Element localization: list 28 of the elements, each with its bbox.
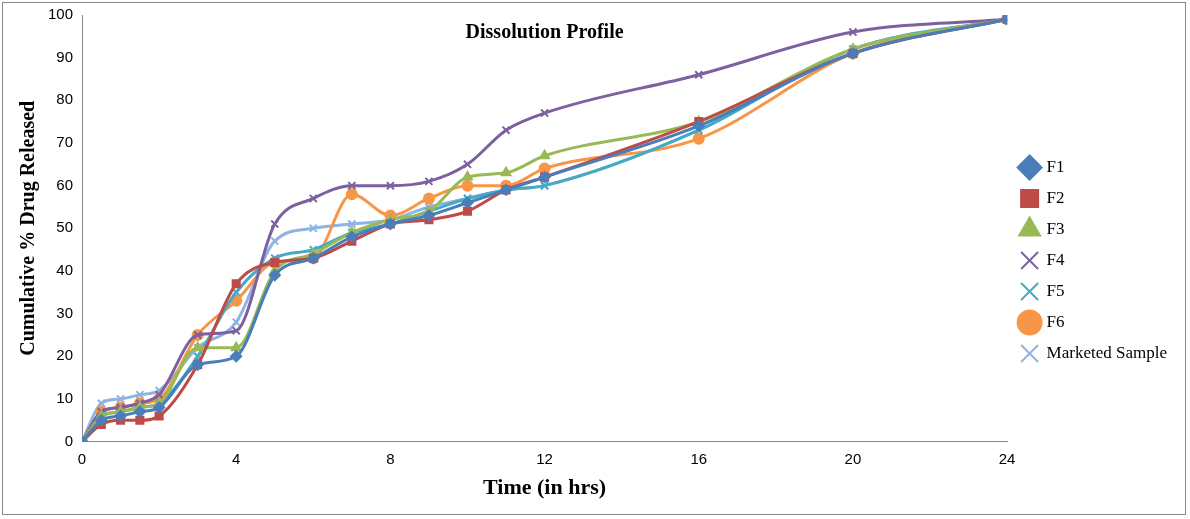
legend-label: F5 <box>1046 280 1065 300</box>
legend-label: F3 <box>1046 218 1065 238</box>
y-tick-label: 70 <box>56 133 74 151</box>
y-tick-label: 100 <box>48 5 74 23</box>
y-tick-label: 50 <box>56 218 74 236</box>
legend-label: F2 <box>1046 187 1065 207</box>
y-axis-title: Cumulative % Drug Released <box>16 100 40 356</box>
legend-label: Marketed Sample <box>1046 342 1168 362</box>
x-tick-label: 20 <box>844 449 862 467</box>
y-tick-label: 80 <box>56 90 74 108</box>
x-axis-title: Time (in hrs) <box>483 474 607 500</box>
legend-label: F6 <box>1046 311 1065 331</box>
y-tick-label: 40 <box>56 261 74 279</box>
x-tick-label: 24 <box>998 449 1016 467</box>
y-tick-label: 60 <box>56 175 74 193</box>
x-tick-label: 0 <box>77 449 87 467</box>
x-tick-label: 8 <box>386 449 395 467</box>
x-tick-label: 4 <box>232 449 241 467</box>
x-tick-label: 12 <box>536 449 553 467</box>
y-tick-label: 10 <box>56 389 74 407</box>
y-tick-label: 90 <box>56 47 74 65</box>
y-tick-label: 20 <box>56 346 74 364</box>
y-tick-label: 30 <box>56 303 74 321</box>
chart-title: Dissolution Profile <box>465 20 624 43</box>
legend-label: F1 <box>1046 156 1065 176</box>
y-tick-label: 0 <box>64 431 74 449</box>
x-tick-label: 16 <box>690 449 708 467</box>
legend-label: F4 <box>1046 249 1066 269</box>
